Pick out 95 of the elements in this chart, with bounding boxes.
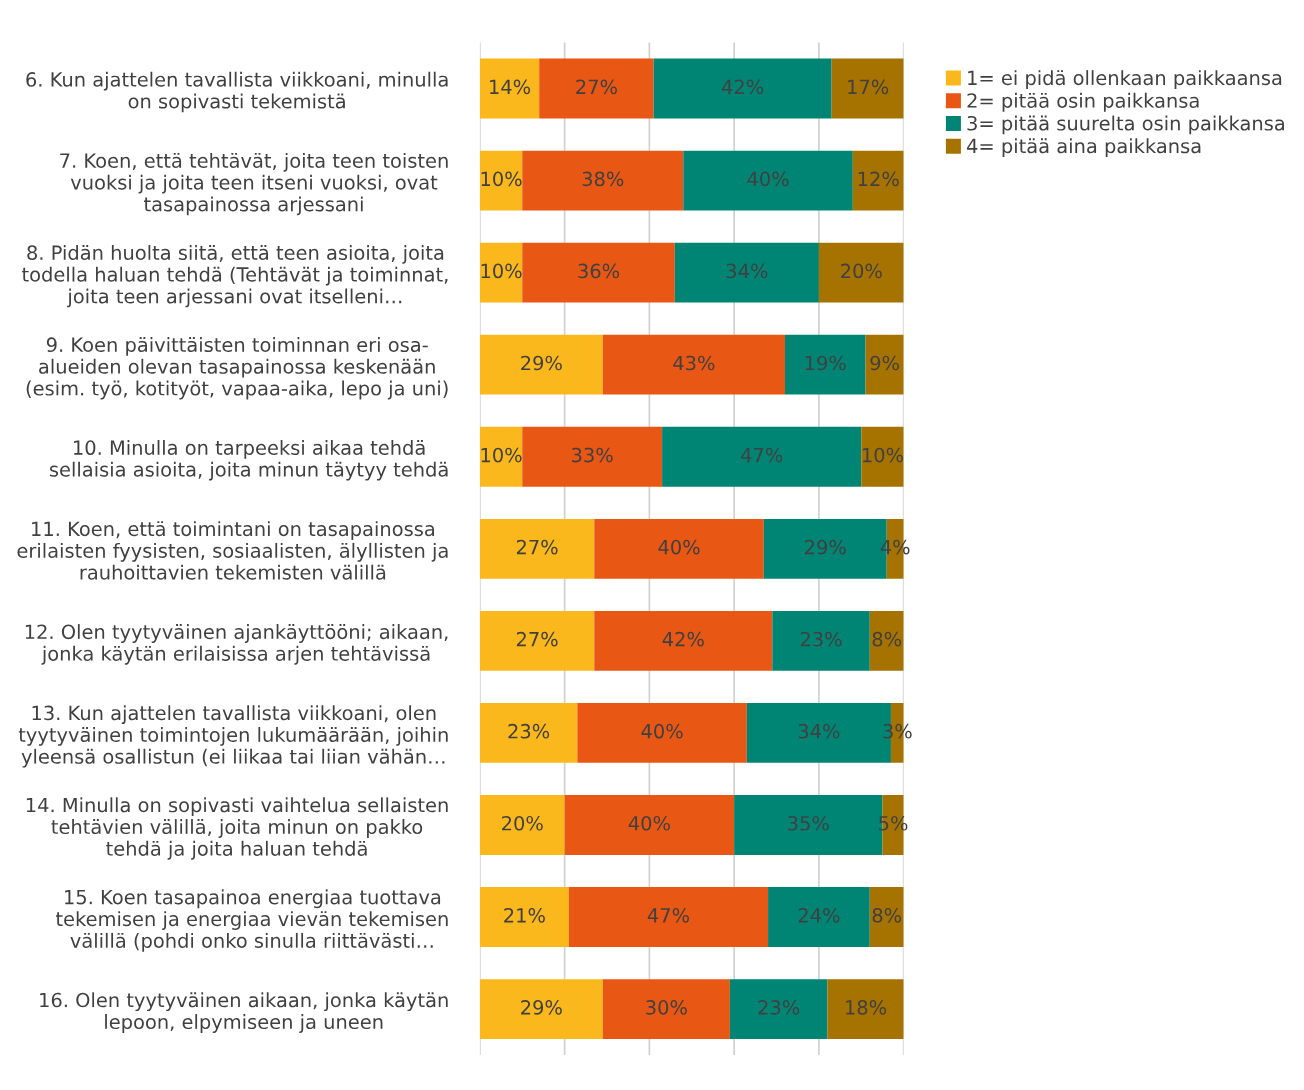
data-label: 10% <box>863 447 904 463</box>
y-tick-label: 13. Kun ajattelen tavallista viikkoani, olen tyytyväinen toimintojen lukumäärään, joihin yleensä osallistun (ei liikaa tai liian vähän… <box>18 705 448 768</box>
y-tick-label: 14. Minulla on sopivasti vaihtelua sellaisten tehtävien välillä, joita minun on pakko tehdä ja joita haluan tehdä <box>26 797 448 860</box>
data-label: 24% <box>798 907 840 923</box>
data-label: 29% <box>805 539 846 555</box>
bar <box>479 703 578 763</box>
data-label: 14% <box>490 79 531 95</box>
bar <box>479 887 569 947</box>
data-label: 43% <box>673 355 715 371</box>
bar <box>479 979 603 1040</box>
data-label: 47% <box>741 447 783 463</box>
y-tick-label: 16. Olen tyytyväinen aikaan, jonka käytän lepoon, elpymiseen ja uneen <box>40 992 448 1033</box>
data-label: 34% <box>726 263 768 279</box>
bar <box>539 58 654 119</box>
data-label: 35% <box>788 815 829 831</box>
bar <box>827 979 904 1040</box>
bar <box>818 242 904 303</box>
data-label: 29% <box>521 1000 562 1015</box>
bar <box>602 334 786 395</box>
data-label: 8% <box>872 631 902 647</box>
bar <box>662 426 862 487</box>
bar <box>522 150 684 211</box>
data-label: 21% <box>504 907 545 923</box>
data-label: 10% <box>481 171 522 187</box>
bar <box>479 610 595 671</box>
bar <box>479 518 595 579</box>
bar <box>772 610 870 671</box>
bar <box>785 334 866 395</box>
bar <box>869 610 904 671</box>
bar <box>861 426 904 487</box>
legend-label: 2= pitää osin paikkansa <box>967 92 1199 112</box>
data-label: 27% <box>516 539 558 555</box>
data-label: 33% <box>572 447 613 463</box>
legend-label: 1= ei pidä ollenkaan paikkaansa <box>968 70 1282 89</box>
data-label: 10% <box>481 447 522 463</box>
legend-label: 3= pitää suurelta osin paikkansa <box>967 115 1284 135</box>
data-label: 42% <box>662 631 704 647</box>
bar <box>479 150 523 211</box>
data-label: 40% <box>747 171 789 187</box>
data-label: 27% <box>576 79 617 95</box>
data-label: 18% <box>846 1000 887 1015</box>
data-label: 29% <box>521 355 562 371</box>
y-tick-label: 15. Koen tasapainoa energiaa tuottava tekemisen ja energiaa vievän tekemisen välillä (pohdi onko sinulla riittävästi… <box>55 889 448 952</box>
y-tick-label: 9. Koen päivittäisten toiminnan eri osa- alueiden olevan tasapainossa keskenään (esim. työ, kotityöt, vapaa-aika, lepo ja uni) <box>26 337 448 400</box>
data-label: 19% <box>805 355 846 371</box>
y-tick-label: 7. Koen, että tehtävät, joita teen toisten vuoksi ja joita teen itseni vuoksi, ovat tasapainossa arjessani <box>60 152 448 216</box>
data-label: 20% <box>502 815 543 831</box>
data-label: 36% <box>578 263 620 279</box>
bar <box>852 150 904 211</box>
data-label: 23% <box>800 631 842 647</box>
data-label: 23% <box>758 1000 800 1015</box>
data-label: 23% <box>508 723 550 739</box>
bar <box>594 610 773 671</box>
data-label: 34% <box>798 723 840 739</box>
y-tick-label: 10. Minulla on tarpeeksi aikaa tehdä sellaisia asioita, joita minun täytyy tehdä <box>49 439 448 481</box>
data-label: 40% <box>628 815 670 831</box>
bar <box>674 242 819 303</box>
bar <box>594 518 764 579</box>
bar <box>522 242 675 303</box>
data-label: 42% <box>721 79 764 95</box>
data-label: 9% <box>870 355 899 371</box>
bar <box>683 150 853 211</box>
data-label: 8% <box>872 907 902 923</box>
bar <box>568 887 769 947</box>
data-label: 47% <box>647 907 689 923</box>
bar <box>522 426 663 487</box>
data-label: 20% <box>841 263 882 279</box>
bar <box>602 979 730 1040</box>
bar <box>479 795 565 855</box>
data-label: 40% <box>658 539 700 555</box>
data-label: 27% <box>516 631 558 647</box>
bar <box>831 58 904 119</box>
bar <box>729 979 828 1040</box>
bar <box>865 334 904 395</box>
bar <box>479 426 523 487</box>
legend-label: 4= pitää aina paikkansa <box>967 138 1201 158</box>
data-label: 30% <box>646 1000 687 1015</box>
data-label: 10% <box>481 263 522 279</box>
bar <box>768 887 870 947</box>
bar <box>869 887 904 947</box>
bar <box>479 242 523 303</box>
bar <box>564 795 735 855</box>
y-tick-label: 12. Olen tyytyväinen ajankäyttööni; aikaan, jonka käytän erilaisissa arjen tehtävissä <box>25 624 448 665</box>
bar <box>653 58 832 119</box>
y-tick-label: 6. Kun ajattelen tavallista viikkoani, minulla on sopivasti tekemistä <box>26 71 448 113</box>
data-label: 40% <box>641 723 683 739</box>
data-label: 17% <box>848 79 889 95</box>
data-label: 12% <box>858 171 899 187</box>
y-tick-label: 8. Pidän huolta siitä, että teen asioita, joita todella haluan tehdä (Tehtävät ja toiminnat, joita teen arjessani ovat itselleni… <box>22 244 448 308</box>
bar <box>479 334 603 395</box>
data-label: 3% <box>883 723 912 739</box>
bar <box>479 58 540 119</box>
y-tick-label: 11. Koen, että toimintani on tasapainossa erilaisten fyysisten, sosiaalisten, älyllisten ja rauhoittavien tekemisten välillä <box>17 521 448 580</box>
bar <box>577 703 747 763</box>
data-label: 38% <box>582 171 624 187</box>
